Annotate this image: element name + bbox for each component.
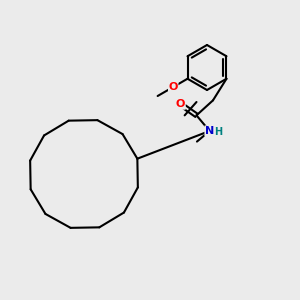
Text: N: N bbox=[205, 126, 214, 136]
Text: O: O bbox=[176, 99, 185, 109]
Text: O: O bbox=[169, 82, 178, 92]
Text: H: H bbox=[214, 127, 223, 137]
